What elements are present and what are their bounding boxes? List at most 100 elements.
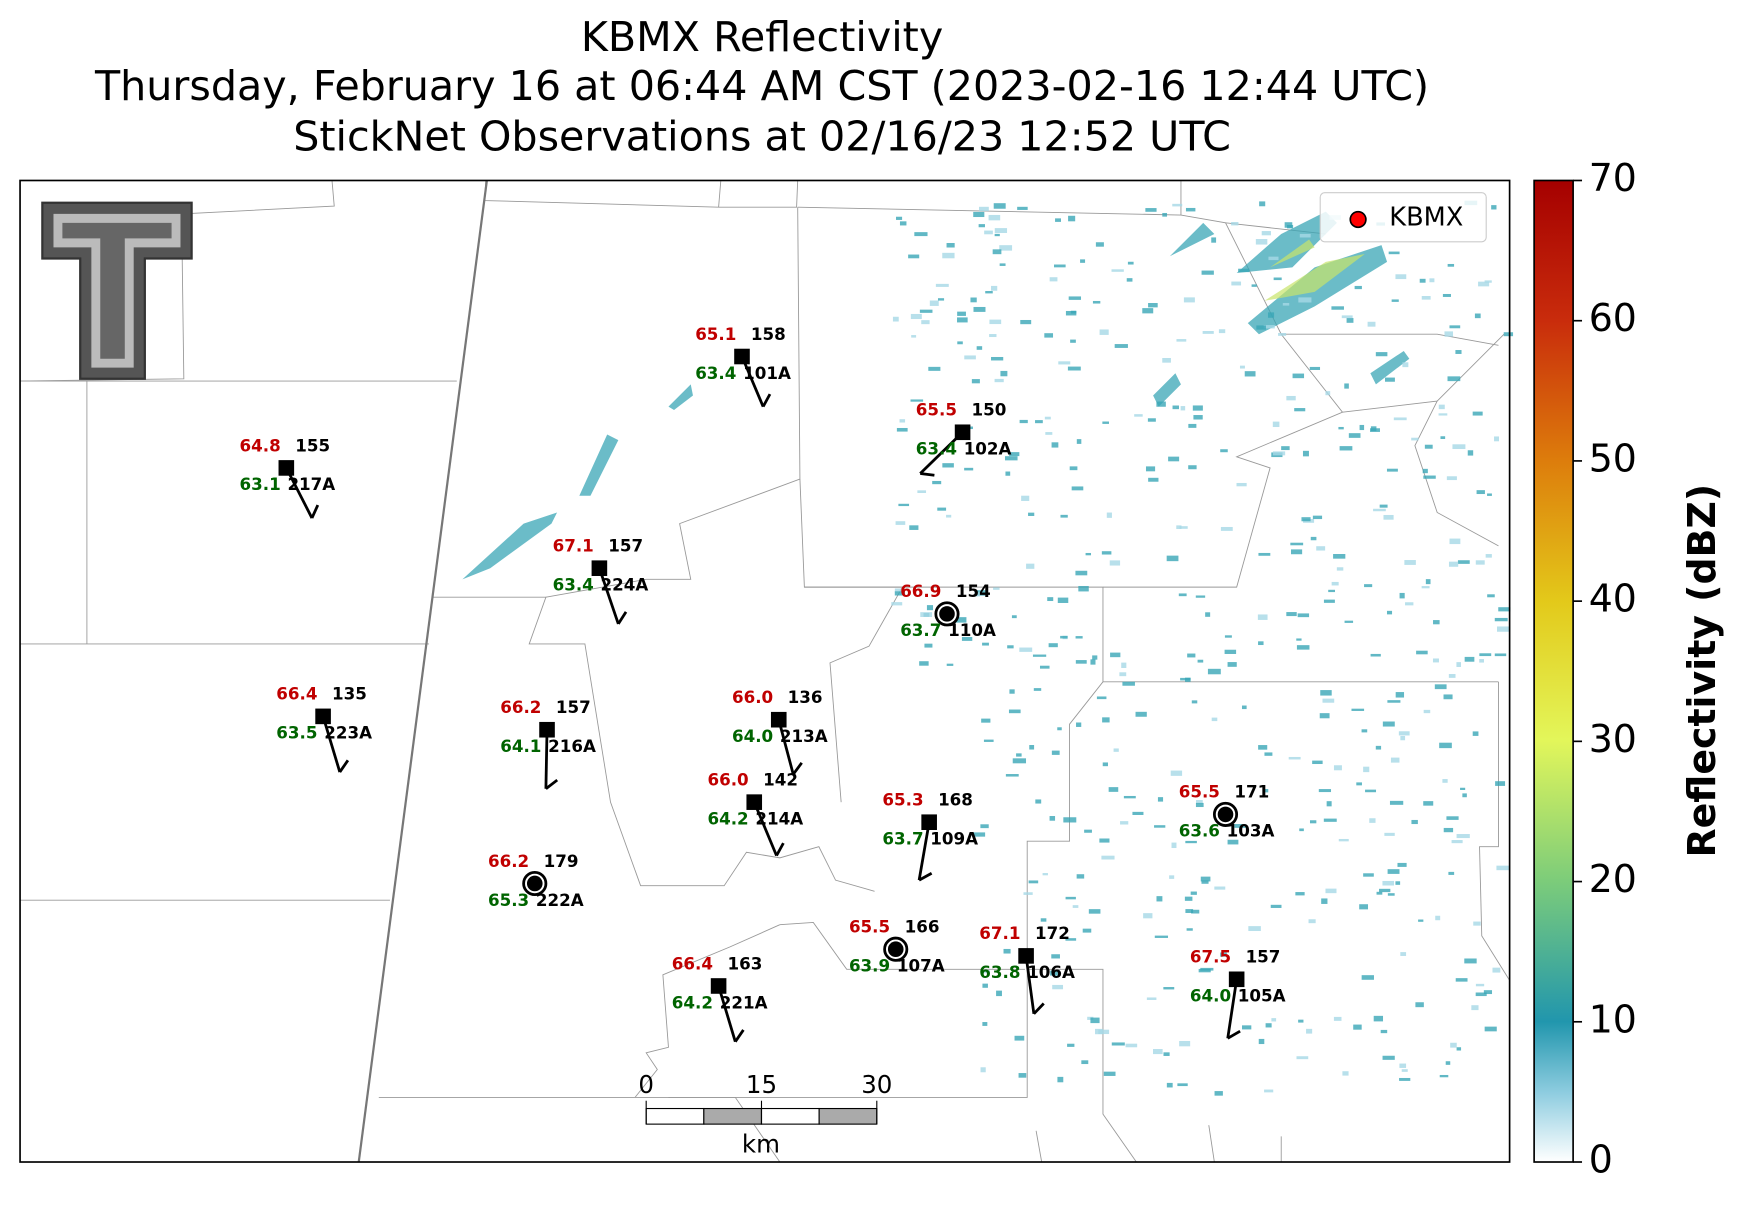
echo-cell: [1251, 284, 1257, 287]
echo-cell: [1496, 865, 1510, 871]
echo-cell: [1035, 420, 1043, 424]
echo-cell: [1484, 1026, 1497, 1032]
echo-cell: [1184, 677, 1191, 682]
echo-cell: [1423, 801, 1434, 806]
echo-cell: [1331, 581, 1339, 586]
station-marker: [591, 560, 608, 576]
echo-cell: [1261, 231, 1271, 236]
echo-cell: [1354, 285, 1362, 290]
echo-cell: [1162, 212, 1168, 217]
echo-cell: [1331, 306, 1344, 310]
county-lines: [20, 180, 1510, 1163]
temperature: 65.5: [1179, 782, 1220, 802]
echo-cell: [1183, 297, 1195, 303]
station-id: 106A: [1027, 962, 1075, 982]
echo-cell: [1065, 896, 1076, 900]
echo-cell: [1197, 659, 1204, 663]
temperature: 67.1: [553, 536, 594, 556]
dewpoint: 64.2: [672, 992, 713, 1012]
wind-barb-flag: [920, 472, 935, 477]
echo-cell: [1491, 205, 1497, 210]
echo-cell: [1399, 1063, 1407, 1068]
station-marker: [710, 978, 727, 994]
echo-cell: [1258, 552, 1271, 556]
pressure: 150: [971, 400, 1006, 420]
echo-cell: [1397, 862, 1407, 867]
echo-cell: [1200, 876, 1211, 882]
echo-cell: [1400, 735, 1406, 741]
dewpoint: 63.4: [916, 439, 957, 459]
echo-cell: [1328, 589, 1336, 593]
echo-cell: [1310, 536, 1317, 541]
radar-echoes: [462, 200, 1514, 1096]
echo-cell: [1143, 913, 1153, 919]
dewpoint: 63.7: [882, 829, 923, 849]
echo-cell: [1278, 332, 1287, 336]
wind-barb: [917, 821, 931, 881]
echo-cell: [914, 232, 928, 237]
echo-cell: [1456, 834, 1470, 839]
echo-cell: [946, 514, 952, 518]
echo-cell: [1382, 721, 1395, 727]
echo-cell: [1185, 840, 1197, 844]
echo-cell: [1200, 967, 1214, 971]
echo-cell: [1375, 352, 1388, 357]
station-marker-dot: [887, 941, 904, 958]
echo-cell: [1379, 504, 1388, 508]
echo-cell: [1191, 909, 1200, 914]
echo-cell: [1145, 466, 1156, 472]
station-id: 107A: [897, 956, 945, 976]
echo-cell: [1009, 689, 1015, 694]
wind-barb-flag: [918, 872, 933, 882]
echo-cell: [1484, 280, 1492, 283]
echo-cell: [1325, 391, 1331, 396]
wind-barb: [777, 719, 795, 775]
station-id: 217A: [287, 474, 335, 494]
echo-cell: [1438, 413, 1448, 416]
echo-cell: [1186, 928, 1193, 931]
echo-cell: [895, 521, 906, 525]
station-id: 221A: [720, 992, 768, 1012]
echo-cell: [1258, 641, 1264, 646]
echo-cell: [1169, 875, 1175, 879]
station-marker: [278, 460, 295, 476]
echo-cell: [1449, 325, 1461, 329]
station-marker-dot: [1217, 806, 1234, 823]
station-marker: [539, 721, 555, 738]
echo-cell: [1088, 909, 1101, 914]
echo-cell: [1146, 997, 1157, 1000]
echo-cell: [1272, 421, 1280, 428]
pressure: 168: [938, 790, 973, 810]
echo-cell: [1080, 259, 1086, 263]
echo-cell: [1096, 696, 1107, 700]
echo-cell: [1156, 401, 1166, 407]
echo-cell: [1049, 277, 1058, 282]
echo-cell: [1309, 366, 1321, 370]
echo-cell: [891, 602, 903, 606]
echo-cell: [926, 605, 934, 611]
echo-cell: [1033, 688, 1042, 691]
scale-tick-label: 30: [861, 1070, 892, 1099]
echo-cell: [1185, 909, 1194, 913]
echo-cell: [1126, 278, 1133, 282]
station-id: 223A: [324, 723, 372, 743]
echo-cell: [921, 320, 930, 325]
echo-cell: [1227, 839, 1239, 845]
echo-cell: [1485, 554, 1492, 558]
echo-cell: [1076, 722, 1082, 727]
echo-cell: [1051, 750, 1060, 755]
echo-cell: [1325, 888, 1337, 894]
echo-cell: [1145, 208, 1157, 212]
echo-cell: [1092, 655, 1098, 660]
echo-cell: [1295, 892, 1305, 896]
pressure: 157: [608, 536, 643, 556]
echo-cell: [1084, 829, 1092, 833]
scale-tick-label: 15: [746, 1070, 777, 1099]
wind-barb-flag: [545, 778, 559, 790]
echo-cell: [1192, 405, 1203, 411]
echo-cell: [896, 216, 903, 220]
echo-cell: [937, 298, 945, 301]
scale-unit: km: [742, 1129, 780, 1158]
